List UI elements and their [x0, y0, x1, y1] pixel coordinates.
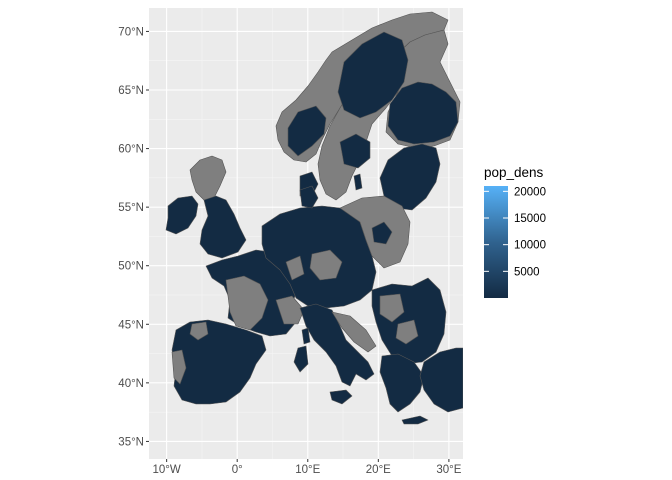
region-portugal-grey: [171, 349, 187, 385]
legend-break-label: 5000: [514, 266, 540, 278]
region-greece: [379, 353, 425, 413]
map-regions: [165, 11, 463, 425]
region-turkey: [419, 347, 463, 413]
region-sicily: [329, 389, 353, 405]
x-tick-label: 10°E: [295, 464, 320, 476]
legend-colorbar: [484, 186, 508, 298]
region-germany-grey-a: [309, 249, 343, 281]
x-tick-label: 30°E: [436, 464, 461, 476]
y-tick-label: 60°N: [118, 144, 144, 156]
y-tick-label: 50°N: [118, 261, 144, 273]
region-north-norway: [337, 31, 409, 119]
region-sardinia: [293, 345, 309, 373]
x-tick-label: 0°: [232, 464, 243, 476]
legend-break-label: 15000: [514, 213, 546, 225]
region-scotland: [189, 155, 227, 201]
region-gotland: [353, 173, 363, 191]
y-tick-label: 55°N: [118, 202, 144, 214]
y-axis: 35°N 40°N 45°N 50°N 55°N 60°N 65°N 70°N: [118, 26, 149, 448]
region-karelia: [379, 143, 441, 211]
region-serbia-grey: [395, 319, 419, 345]
region-north-finland: [387, 81, 459, 145]
region-corsica: [301, 327, 311, 345]
x-tick-label: 20°E: [366, 464, 391, 476]
legend-breaks: 20000 15000 10000 5000: [484, 186, 546, 278]
legend-break-label: 10000: [514, 240, 546, 252]
legend-title: pop_dens: [484, 165, 544, 180]
x-tick-label: 10°W: [153, 464, 181, 476]
legend-break-label: 20000: [514, 186, 546, 198]
y-tick-label: 40°N: [118, 378, 144, 390]
region-poland-city: [371, 221, 393, 245]
region-south-norway: [339, 133, 371, 169]
region-balkans-grey: [379, 293, 405, 323]
region-spain-grey: [189, 321, 209, 341]
region-crete: [401, 415, 429, 425]
y-tick-label: 45°N: [118, 319, 144, 331]
region-germany-grey-b: [285, 255, 305, 281]
x-axis: 10°W 0° 10°E 20°E 30°E: [153, 459, 462, 476]
y-tick-label: 35°N: [118, 436, 144, 448]
region-france-grey: [225, 275, 269, 331]
region-england: [199, 195, 247, 259]
region-central-norway: [287, 105, 327, 157]
y-tick-label: 70°N: [118, 26, 144, 38]
region-iberia: [171, 319, 267, 405]
region-italy-grey: [331, 311, 377, 353]
region-ireland: [165, 195, 199, 235]
y-tick-label: 65°N: [118, 85, 144, 97]
region-alps-grey: [275, 295, 305, 325]
region-denmark: [299, 185, 319, 209]
legend: pop_dens 20000 15000 10000 5000: [484, 165, 546, 298]
